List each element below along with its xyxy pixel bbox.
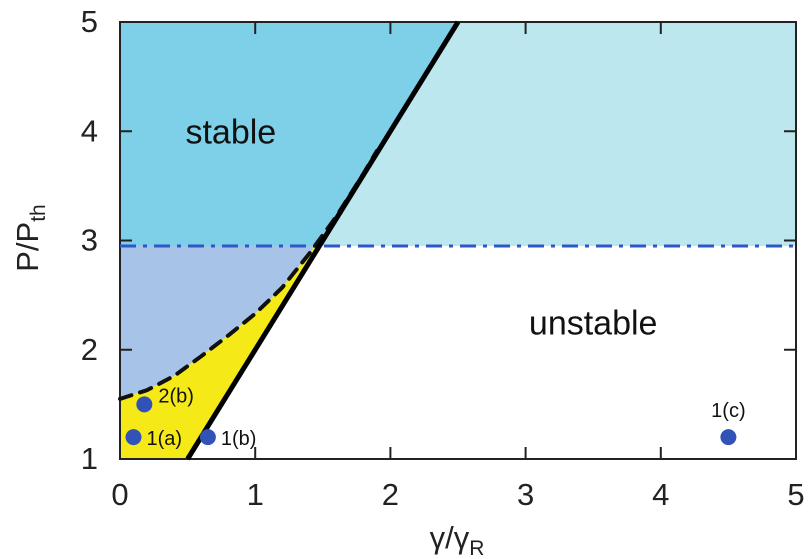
y-tick-label-1: 2 bbox=[81, 332, 98, 367]
x-tick-label-1: 1 bbox=[247, 477, 264, 512]
x-tick-label-3: 3 bbox=[517, 477, 534, 512]
y-tick-label-3: 4 bbox=[81, 113, 98, 148]
data-point-1a bbox=[125, 429, 142, 446]
stable-region bbox=[120, 22, 458, 246]
data-point-1c bbox=[720, 429, 737, 446]
data-point-2b bbox=[136, 396, 153, 413]
y-tick-label-0: 1 bbox=[81, 441, 98, 476]
y-tick-label-2: 3 bbox=[81, 223, 98, 258]
point-label-1a: 1(a) bbox=[147, 428, 183, 450]
x-axis-title-main: γ/γ bbox=[430, 520, 470, 555]
solid-boundary-line bbox=[185, 20, 461, 461]
unstable-label: unstable bbox=[529, 304, 658, 342]
y-tick-label-4: 5 bbox=[81, 4, 98, 39]
x-tick-label-2: 2 bbox=[382, 477, 399, 512]
point-label-1c: 1(c) bbox=[711, 400, 745, 422]
point-label-1b: 1(b) bbox=[221, 428, 257, 450]
x-tick-label-5: 5 bbox=[787, 477, 804, 512]
yellow-region bbox=[120, 245, 320, 459]
y-axis-title-main: P/P bbox=[10, 222, 45, 272]
x-tick-label-0: 0 bbox=[111, 477, 128, 512]
point-label-2b: 2(b) bbox=[158, 385, 194, 407]
y-axis-title: P/Pth bbox=[10, 204, 50, 271]
data-point-1b bbox=[199, 429, 216, 446]
x-axis-title-subscript: R bbox=[469, 537, 484, 559]
x-tick-label-4: 4 bbox=[652, 477, 669, 512]
x-axis-title: γ/γR bbox=[430, 520, 485, 559]
stable-label: stable bbox=[185, 113, 276, 151]
y-axis-title-subscript: th bbox=[27, 204, 50, 222]
